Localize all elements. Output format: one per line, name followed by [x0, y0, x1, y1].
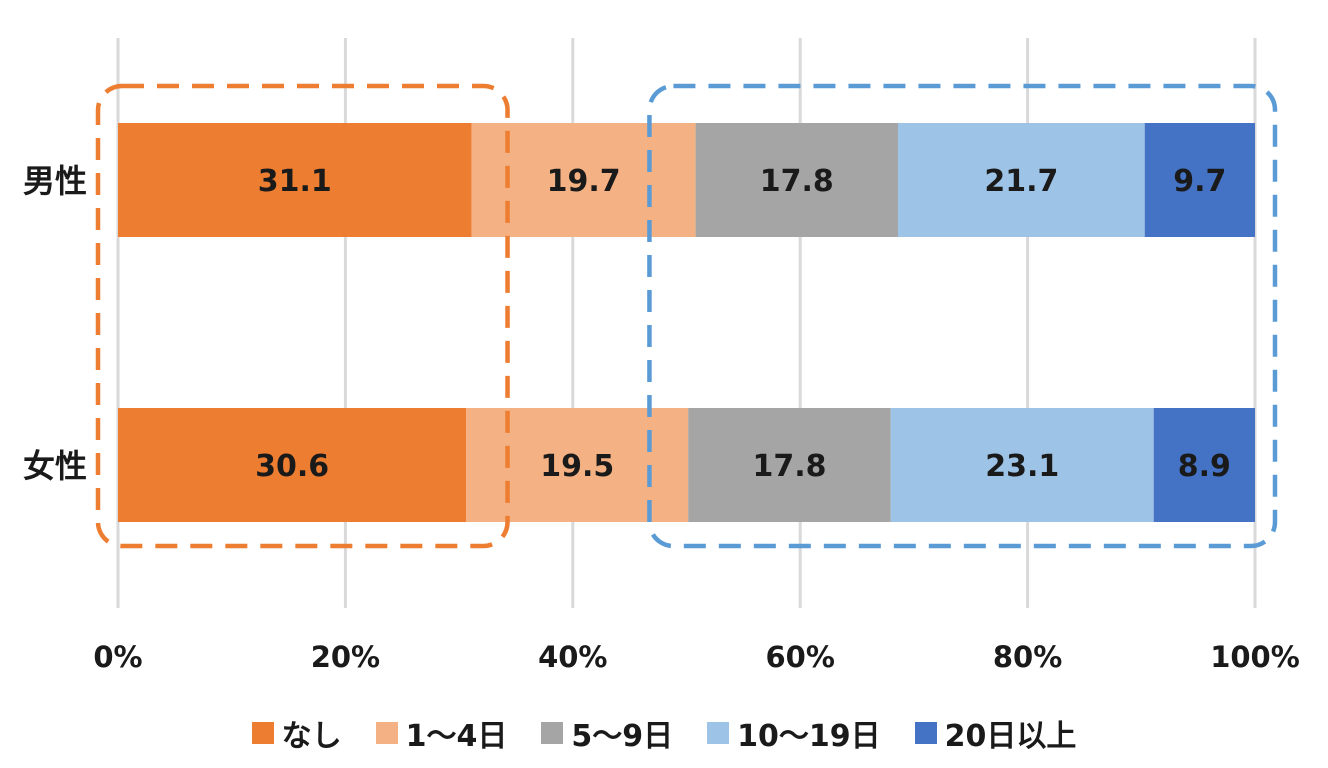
x-tick-label: 80%: [993, 640, 1062, 674]
legend-item: 1〜4日: [375, 711, 508, 755]
legend-label: 1〜4日: [405, 719, 508, 754]
x-tick-label: 100%: [1210, 640, 1300, 674]
x-tick-label: 0%: [93, 640, 142, 674]
legend-swatch: [375, 722, 398, 744]
legend-label: なし: [281, 719, 342, 754]
bar-segment: [118, 123, 472, 237]
legend-item: 20日以上: [914, 711, 1077, 755]
legend-label: 20日以上: [944, 719, 1077, 754]
data-label: 9.7: [1173, 164, 1226, 199]
x-tick-label: 40%: [538, 640, 607, 674]
legend-item: 10〜19日: [707, 711, 881, 755]
stacked-bar-chart: 0% 20% 40% 60% 80% 100% 31.1 19.7 17.8 21.7 9.7 男性 3…: [23, 38, 1300, 674]
legend-item: 5〜9日: [541, 711, 673, 755]
data-label: 17.8: [760, 164, 834, 199]
bar-segment: [695, 123, 898, 237]
category-label: 女性: [23, 447, 87, 485]
x-tick-label: 60%: [765, 640, 834, 674]
legend-swatch: [707, 722, 730, 744]
legend: なし 1〜4日 5〜9日 10〜19日 20日以上: [0, 708, 1328, 758]
bar-segment: [1153, 408, 1255, 522]
legend-label: 5〜9日: [571, 719, 674, 754]
highlight-box: [95, 83, 510, 549]
category-label: 男性: [23, 162, 87, 200]
bar-segment: [1144, 123, 1255, 237]
data-label: 19.7: [547, 164, 621, 199]
data-label: 17.8: [752, 449, 826, 484]
bar-segment: [118, 408, 467, 522]
bar-segment: [897, 123, 1145, 237]
x-tick-label: 20%: [311, 640, 380, 674]
data-label: 23.1: [985, 449, 1059, 484]
legend-label: 10〜19日: [737, 719, 881, 754]
legend-swatch: [251, 722, 274, 744]
bar-segment: [688, 408, 891, 522]
data-label: 30.6: [255, 449, 329, 484]
highlight-box: [647, 83, 1278, 549]
legend-item: なし: [251, 711, 342, 755]
legend-swatch: [914, 722, 937, 744]
legend-swatch: [541, 722, 564, 744]
data-label: 8.9: [1178, 449, 1231, 484]
data-label: 19.5: [540, 449, 614, 484]
data-label: 21.7: [984, 164, 1058, 199]
data-label: 31.1: [258, 164, 332, 199]
bar-segment: [890, 408, 1154, 522]
